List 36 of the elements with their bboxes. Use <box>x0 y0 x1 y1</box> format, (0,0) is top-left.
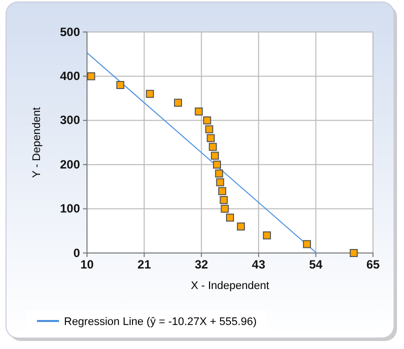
point <box>220 204 229 213</box>
y-tick-label: 0 <box>73 246 80 260</box>
y-tick-label: 400 <box>60 69 80 84</box>
x-tick-label: 32 <box>194 258 208 272</box>
point <box>302 240 311 248</box>
x-tick-label: 10 <box>80 258 94 272</box>
point <box>210 152 219 160</box>
y-axis-title: Y - Dependent <box>31 107 43 178</box>
point <box>216 178 224 186</box>
point <box>208 142 217 151</box>
x-tick-label: 21 <box>138 258 152 272</box>
x-tick-label: 65 <box>366 258 380 272</box>
x-tick-label: 43 <box>252 258 266 272</box>
y-tick-label: 100 <box>60 202 80 216</box>
point <box>218 187 226 196</box>
point <box>194 108 203 116</box>
legend-label: Regression Line (ŷ = -10.27X + 555.96) <box>64 316 257 328</box>
point <box>350 249 358 257</box>
y-tick-label: 500 <box>60 24 80 39</box>
point <box>206 134 215 142</box>
y-tick-label: 300 <box>60 113 80 128</box>
point <box>220 196 228 204</box>
y-tick-label: 200 <box>60 157 80 172</box>
point <box>87 72 96 80</box>
point <box>215 169 224 178</box>
point <box>116 81 124 90</box>
x-axis-title: X - Independent <box>190 280 270 292</box>
point <box>203 116 212 124</box>
point <box>213 160 221 169</box>
point <box>205 125 214 134</box>
point <box>174 98 182 107</box>
point <box>262 231 271 240</box>
point <box>226 214 234 222</box>
point <box>146 90 154 98</box>
point <box>236 222 245 230</box>
x-tick-label: 54 <box>309 258 323 272</box>
